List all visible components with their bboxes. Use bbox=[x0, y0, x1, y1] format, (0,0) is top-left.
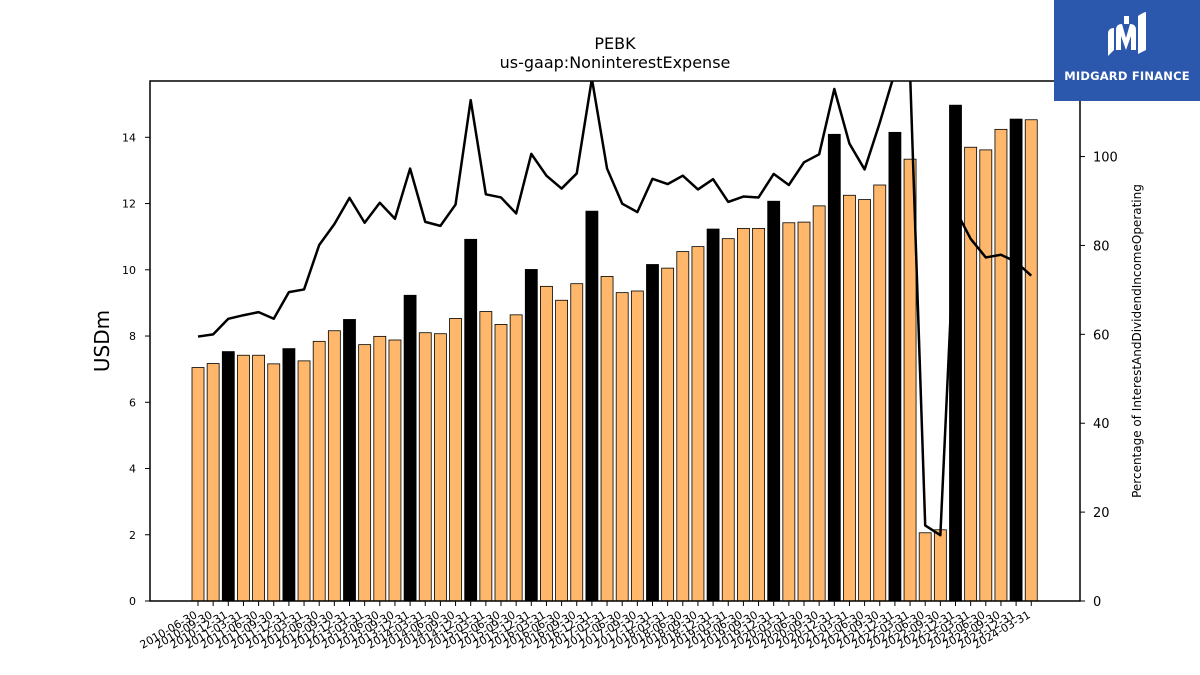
bar bbox=[358, 344, 372, 601]
y-tick-label: 8 bbox=[129, 330, 136, 343]
bar bbox=[1009, 118, 1023, 601]
bar bbox=[1024, 119, 1038, 601]
bar bbox=[933, 529, 947, 601]
midgard-logo-icon bbox=[1108, 12, 1146, 56]
bar bbox=[585, 210, 599, 601]
line-series-group bbox=[197, 81, 1033, 537]
bar bbox=[252, 354, 266, 601]
bar bbox=[237, 354, 250, 601]
bar bbox=[540, 285, 553, 601]
bar bbox=[433, 333, 447, 601]
bar bbox=[994, 128, 1008, 601]
logo-text: MIDGARD FINANCE bbox=[1064, 69, 1190, 83]
bar bbox=[873, 184, 887, 601]
bar bbox=[600, 276, 614, 601]
y-axis-label: USDm bbox=[90, 310, 114, 372]
bar bbox=[464, 238, 478, 601]
bar bbox=[827, 133, 841, 601]
chart-subtitle: us-gaap:NoninterestExpense bbox=[500, 53, 731, 72]
plot-frame bbox=[149, 80, 1081, 602]
bar bbox=[555, 299, 568, 601]
bar-series bbox=[191, 104, 1038, 601]
bar bbox=[918, 532, 932, 601]
bar bbox=[327, 330, 341, 601]
bar bbox=[206, 363, 220, 601]
bar bbox=[479, 311, 493, 601]
y2-tick-label: 60 bbox=[1093, 328, 1110, 343]
chart-title: PEBK bbox=[594, 34, 636, 53]
bar bbox=[812, 205, 826, 601]
bar bbox=[403, 294, 417, 601]
bar bbox=[797, 221, 811, 601]
bar bbox=[782, 222, 796, 601]
bar bbox=[706, 228, 720, 601]
y2-tick-label: 80 bbox=[1093, 239, 1110, 254]
bar bbox=[676, 251, 690, 601]
bar bbox=[661, 267, 675, 601]
bar bbox=[282, 348, 296, 601]
bar bbox=[312, 340, 326, 601]
bar bbox=[524, 269, 538, 601]
bar bbox=[949, 104, 962, 601]
x-axis: 2010-06-302010-09-302010-12-312011-03-31… bbox=[138, 601, 1033, 652]
bar bbox=[646, 264, 659, 601]
y-tick-label: 4 bbox=[129, 463, 136, 476]
y2-tick-label: 100 bbox=[1093, 151, 1118, 166]
bar bbox=[570, 283, 584, 601]
y-tick-label: 10 bbox=[122, 264, 136, 277]
y-axis-left: 0 2 4 6 8 10 12 14 bbox=[122, 131, 150, 608]
bar bbox=[843, 194, 856, 601]
y2-axis-label: Percentage of InterestAndDividendIncomeO… bbox=[1130, 184, 1144, 498]
bar bbox=[297, 360, 311, 601]
bar bbox=[737, 227, 750, 601]
bar bbox=[221, 351, 235, 601]
y-tick-label: 12 bbox=[122, 198, 136, 211]
midgard-finance-logo: MIDGARD FINANCE bbox=[1054, 0, 1200, 101]
bar bbox=[691, 246, 705, 601]
bar bbox=[630, 290, 644, 601]
y2-tick-label: 20 bbox=[1093, 506, 1110, 521]
bar bbox=[449, 318, 462, 601]
y-tick-label: 0 bbox=[129, 595, 136, 608]
y-tick-label: 6 bbox=[129, 396, 136, 409]
y2-tick-label: 40 bbox=[1093, 417, 1110, 432]
line-series bbox=[197, 81, 1033, 537]
bar bbox=[509, 314, 523, 601]
bar bbox=[343, 319, 356, 601]
y-tick-label: 2 bbox=[129, 529, 136, 542]
bar bbox=[191, 367, 205, 601]
bar bbox=[418, 332, 432, 601]
bar bbox=[964, 146, 978, 601]
y2-tick-label: 0 bbox=[1093, 595, 1101, 610]
y-axis-right: 0 20 40 60 80 100 bbox=[1080, 151, 1118, 610]
bar bbox=[752, 227, 765, 601]
bar bbox=[388, 339, 402, 601]
bar bbox=[494, 324, 508, 601]
bar bbox=[615, 292, 629, 601]
bar bbox=[721, 238, 735, 601]
bar bbox=[979, 149, 993, 601]
bar bbox=[767, 200, 781, 601]
y-tick-label: 14 bbox=[122, 131, 136, 144]
bar bbox=[858, 199, 871, 601]
bar bbox=[888, 131, 902, 601]
bar bbox=[373, 335, 387, 601]
bar bbox=[267, 363, 281, 601]
